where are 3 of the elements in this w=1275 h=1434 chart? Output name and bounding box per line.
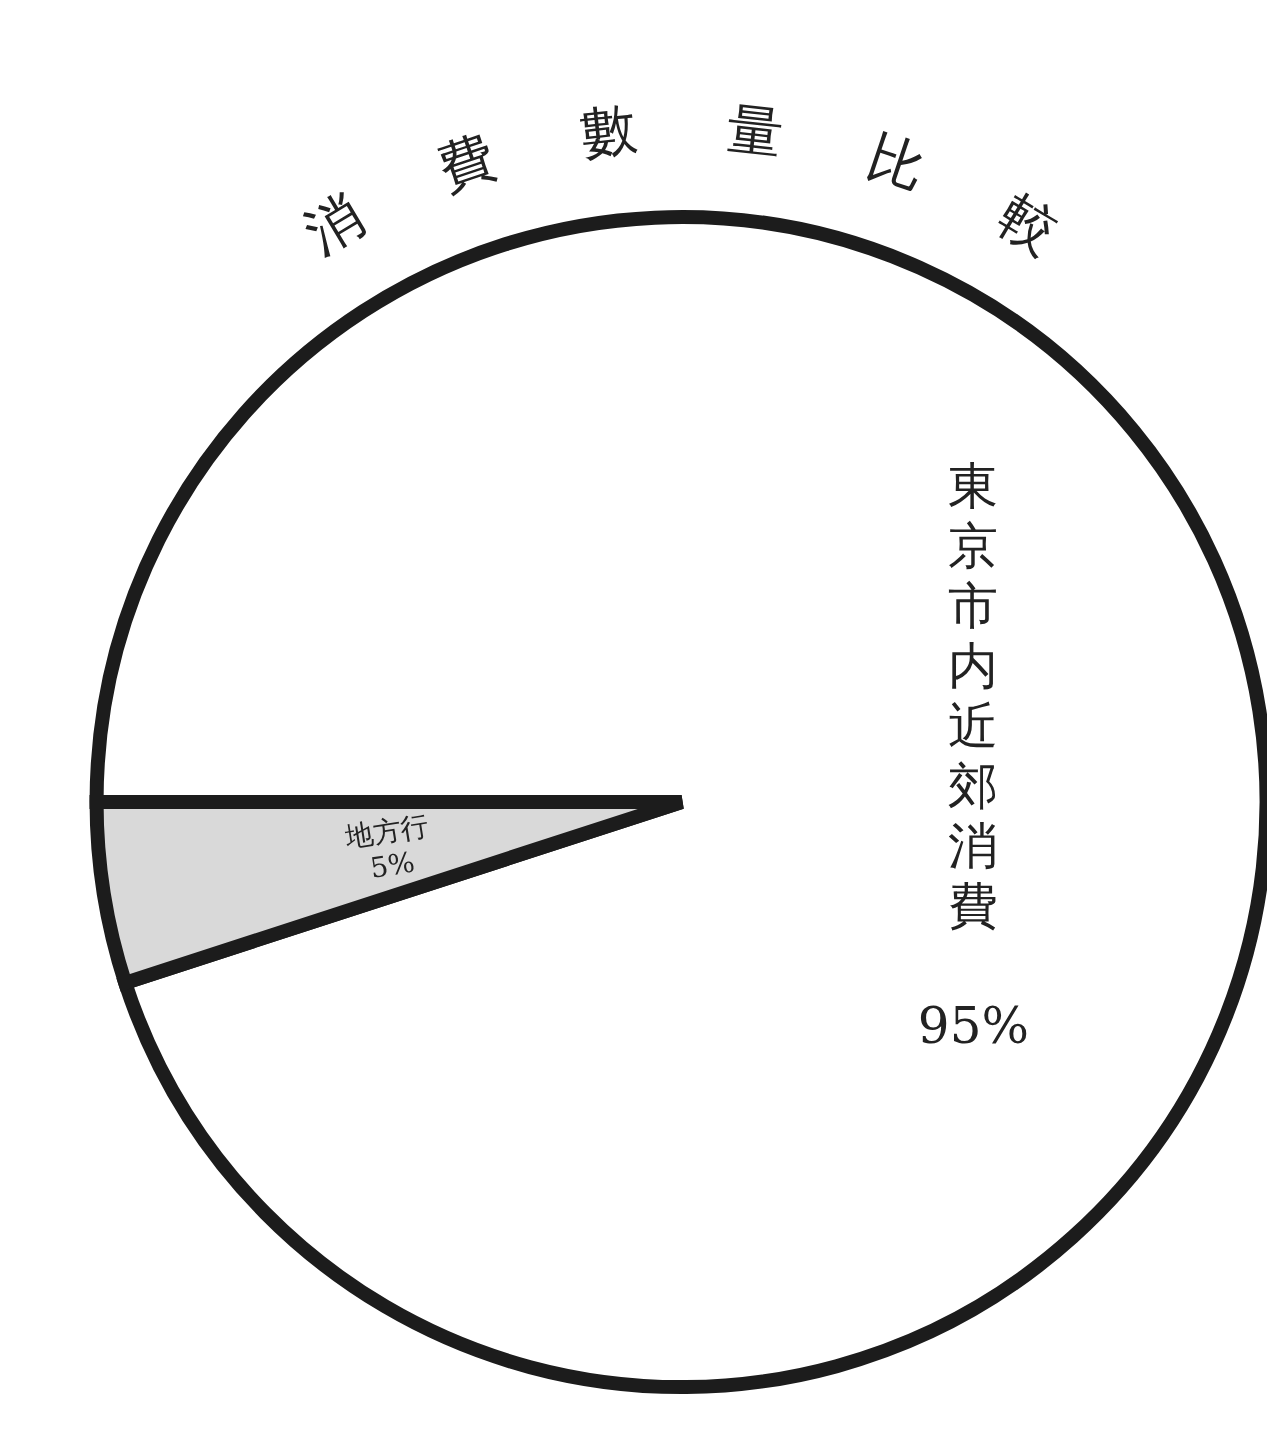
slice-label: 東京市内近郊消費 bbox=[948, 456, 999, 935]
chart-title: 消費數量比較 bbox=[293, 95, 1070, 266]
data-label: 95% bbox=[917, 996, 1029, 1055]
